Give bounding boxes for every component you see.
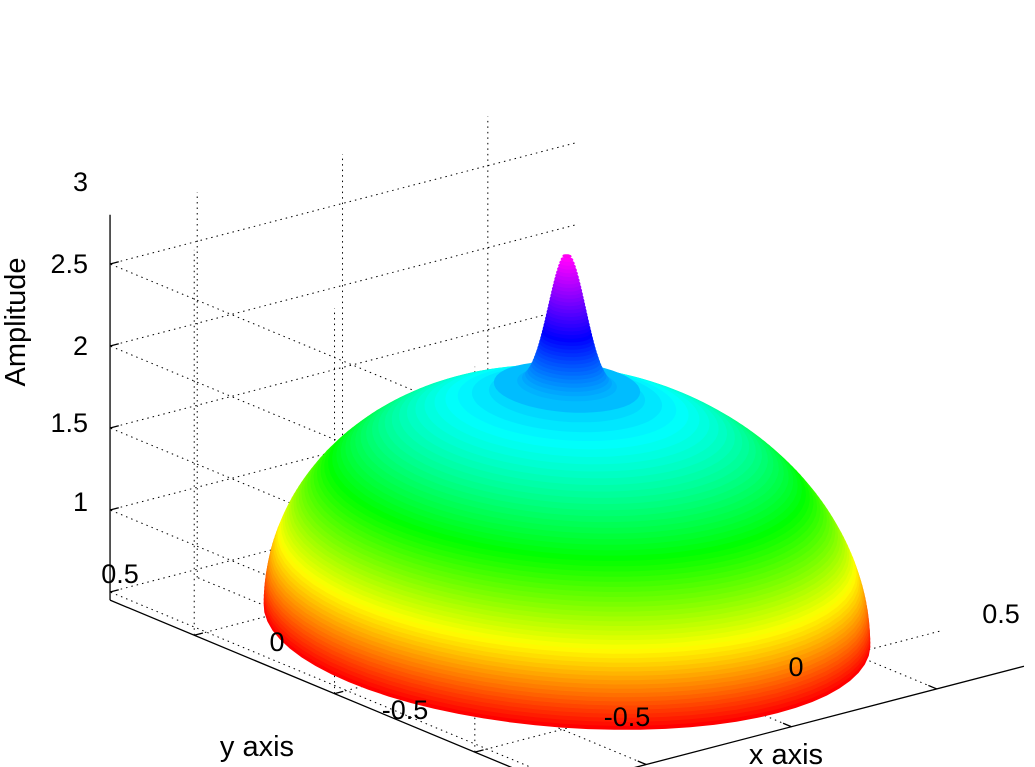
z-tick bbox=[109, 589, 119, 593]
z-tick bbox=[109, 343, 119, 347]
x-tick bbox=[782, 722, 792, 728]
z-tick bbox=[109, 507, 119, 511]
peak-band bbox=[562, 254, 572, 258]
grid-line bbox=[109, 591, 532, 767]
surface-layer bbox=[263, 254, 871, 730]
z-axis-label: Amplitude bbox=[0, 258, 32, 387]
z-tick-label: 3 bbox=[73, 167, 88, 197]
y-tick-label: 0.5 bbox=[101, 559, 139, 589]
y-tick bbox=[194, 632, 204, 636]
y-tick-label: 0 bbox=[269, 627, 284, 657]
x-tick-label: 0.5 bbox=[982, 599, 1020, 629]
z-tick-label: 1 bbox=[73, 487, 88, 517]
axes-layer bbox=[109, 214, 1025, 767]
z-tick bbox=[109, 261, 119, 265]
x-tick bbox=[928, 684, 938, 690]
y-tick bbox=[474, 749, 484, 753]
x-tick bbox=[637, 760, 647, 766]
y-tick-label: -0.5 bbox=[382, 695, 429, 725]
z-tick bbox=[109, 425, 119, 429]
y-axis-label: y axis bbox=[220, 731, 294, 763]
x-axis-label: x axis bbox=[749, 739, 823, 767]
x-tick-label: 0 bbox=[788, 652, 803, 682]
z-tick-label: 2.5 bbox=[50, 249, 88, 279]
x-tick-label: -0.5 bbox=[604, 702, 651, 732]
y-tick bbox=[334, 690, 344, 695]
z-tick-label: 2 bbox=[73, 331, 88, 361]
z-tick-label: 1.5 bbox=[50, 408, 88, 438]
